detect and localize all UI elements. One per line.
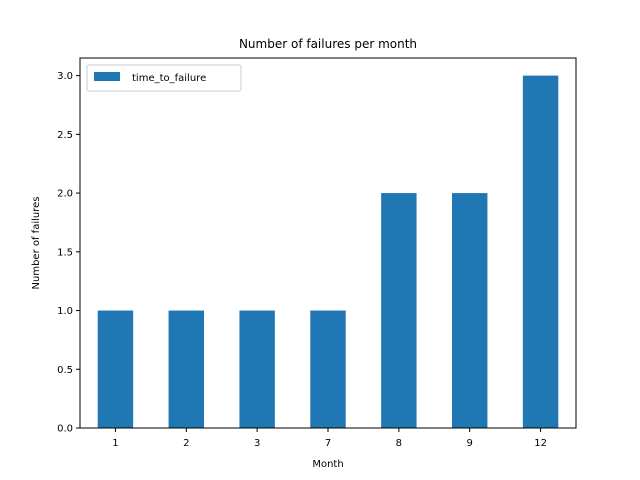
y-axis: 0.0 0.5 1.0 1.5 2.0 2.5 3.0 xyxy=(57,71,80,435)
bars-group xyxy=(97,75,559,429)
x-tick-label: 7 xyxy=(325,438,331,449)
y-tick-label: 0.0 xyxy=(57,424,73,435)
legend-swatch xyxy=(94,72,120,81)
legend-box xyxy=(86,64,242,92)
y-axis-title: Number of failures xyxy=(31,197,42,290)
y-tick-label: 3.0 xyxy=(57,71,73,82)
x-tick-label: 9 xyxy=(467,438,473,449)
y-tick-label: 0.5 xyxy=(57,365,73,376)
plot-area: 0.00.51.01.52.02.53.0 1 2 3 7 8 9 12 xyxy=(57,57,577,449)
x-axis-title: Month xyxy=(312,459,343,470)
bar-month-7 xyxy=(310,310,346,428)
x-axis: 1 2 3 7 8 9 12 xyxy=(112,428,547,449)
x-tick-label: 12 xyxy=(534,438,547,449)
bar-month-8 xyxy=(381,193,417,428)
bar-month-9 xyxy=(452,193,488,428)
bar-month-12 xyxy=(522,75,559,429)
y-tick-label: 1.0 xyxy=(57,306,73,317)
chart-title: Number of failures per month xyxy=(239,37,417,51)
bar-month-1 xyxy=(97,310,134,428)
y-tick-label: 1.5 xyxy=(57,247,73,258)
x-tick-label: 2 xyxy=(183,438,189,449)
x-tick-label: 1 xyxy=(112,438,118,449)
legend-label: time_to_failure xyxy=(132,73,206,84)
x-tick-label: 8 xyxy=(396,438,402,449)
y-tick-label: 2.5 xyxy=(57,130,73,141)
x-tick-label: 3 xyxy=(254,438,260,449)
plot-frame xyxy=(79,57,577,429)
bar-month-2 xyxy=(168,310,204,428)
y-tick-label: 2.0 xyxy=(57,189,73,200)
legend: time_to_failure xyxy=(86,64,242,92)
bar-month-3 xyxy=(239,310,275,428)
